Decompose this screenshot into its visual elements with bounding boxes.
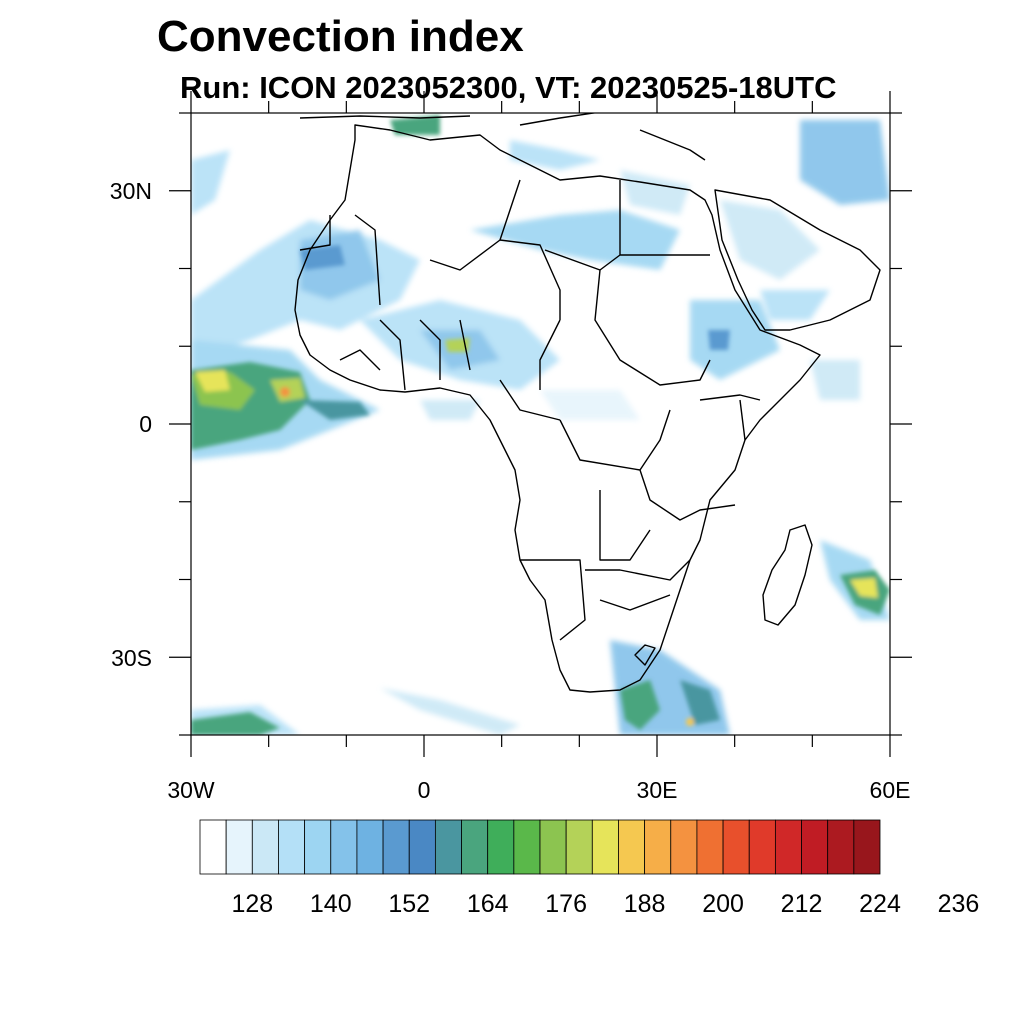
colorbar-swatch	[434, 819, 462, 875]
colorbar-swatch	[644, 819, 672, 875]
colorbar-swatch	[225, 819, 253, 875]
coastlines-and-borders	[294, 113, 881, 693]
madagascar	[762, 524, 813, 626]
colorbar-label: 152	[388, 890, 430, 918]
colorbar-swatch	[487, 819, 515, 875]
colorbar-label: 128	[231, 890, 273, 918]
axis-ticks	[169, 91, 912, 757]
colorbar-swatch	[748, 819, 776, 875]
ytick-label-30n: 30N	[110, 178, 152, 204]
colorbar-swatch	[774, 819, 802, 875]
convection-shading	[191, 115, 890, 735]
colorbar-swatch	[618, 819, 646, 875]
colorbar-swatch	[853, 819, 881, 875]
colorbar-swatch	[251, 819, 279, 875]
xtick-label-60e: 60E	[870, 777, 911, 803]
colorbar-swatch	[670, 819, 698, 875]
plot-title: Convection index	[157, 12, 524, 61]
colorbar-labels: 128 140 152 164 176 188 200 212 224 236	[231, 890, 979, 918]
colorbar-swatch	[408, 819, 436, 875]
colorbar-label: 188	[624, 890, 666, 918]
colorbar	[199, 819, 881, 875]
colorbar-swatch	[565, 819, 593, 875]
colorbar-swatch	[722, 819, 750, 875]
colorbar-swatch	[513, 819, 541, 875]
colorbar-swatch	[696, 819, 724, 875]
colorbar-swatch	[801, 819, 829, 875]
xtick-label-0: 0	[418, 777, 431, 803]
colorbar-label: 224	[859, 890, 901, 918]
arabian-peninsula	[714, 189, 881, 331]
colorbar-label: 140	[310, 890, 352, 918]
ytick-label-30s: 30S	[111, 645, 152, 671]
plot-subtitle: Run: ICON 2023052300, VT: 20230525-18UTC	[180, 70, 837, 105]
colorbar-label: 200	[702, 890, 744, 918]
borders	[299, 179, 761, 666]
mediterranean-coast-north	[299, 113, 706, 161]
colorbar-swatch	[278, 819, 306, 875]
ytick-label-0: 0	[139, 411, 152, 437]
colorbar-swatch	[382, 819, 410, 875]
colorbar-swatch	[539, 819, 567, 875]
colorbar-label: 212	[781, 890, 823, 918]
africa-coastline	[294, 124, 821, 693]
colorbar-label: 164	[467, 890, 509, 918]
y-axis-labels: 30N 0 30S	[110, 178, 152, 671]
colorbar-swatch	[199, 819, 227, 875]
colorbar-swatch	[591, 819, 619, 875]
x-axis-labels: 30W 0 30E 60E	[167, 777, 910, 803]
xtick-label-30w: 30W	[167, 777, 215, 803]
colorbar-label: 236	[938, 890, 980, 918]
xtick-label-30e: 30E	[637, 777, 678, 803]
colorbar-swatch	[461, 819, 489, 875]
colorbar-label: 176	[545, 890, 587, 918]
colorbar-swatch	[356, 819, 384, 875]
colorbar-swatch	[304, 819, 332, 875]
colorbar-swatch	[330, 819, 358, 875]
colorbar-swatch	[827, 819, 855, 875]
